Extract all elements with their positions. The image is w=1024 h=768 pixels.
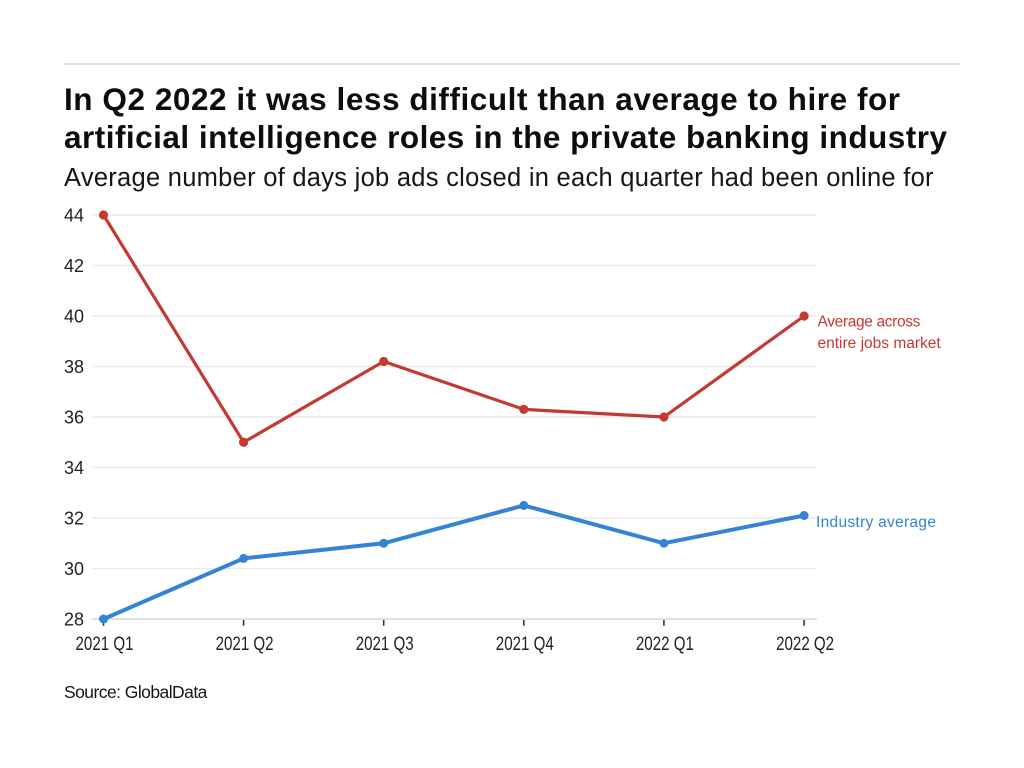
svg-text:2021 Q1: 2021 Q1 xyxy=(76,634,134,655)
svg-text:28: 28 xyxy=(64,610,84,630)
svg-text:2022 Q1: 2022 Q1 xyxy=(636,634,694,655)
svg-text:32: 32 xyxy=(64,509,84,529)
svg-text:34: 34 xyxy=(64,458,84,478)
svg-text:2021 Q2: 2021 Q2 xyxy=(216,634,274,655)
svg-text:44: 44 xyxy=(64,206,84,226)
svg-text:2021 Q4: 2021 Q4 xyxy=(496,634,554,655)
svg-text:36: 36 xyxy=(64,408,84,428)
svg-text:42: 42 xyxy=(64,256,84,276)
svg-text:Average across: Average across xyxy=(818,314,921,331)
svg-text:entire jobs market: entire jobs market xyxy=(818,335,942,352)
svg-text:40: 40 xyxy=(64,307,84,327)
svg-text:2021 Q3: 2021 Q3 xyxy=(356,634,414,655)
svg-text:38: 38 xyxy=(64,357,84,377)
svg-text:30: 30 xyxy=(64,559,84,579)
svg-text:Industry average: Industry average xyxy=(816,514,936,531)
svg-text:2022 Q2: 2022 Q2 xyxy=(776,634,834,655)
